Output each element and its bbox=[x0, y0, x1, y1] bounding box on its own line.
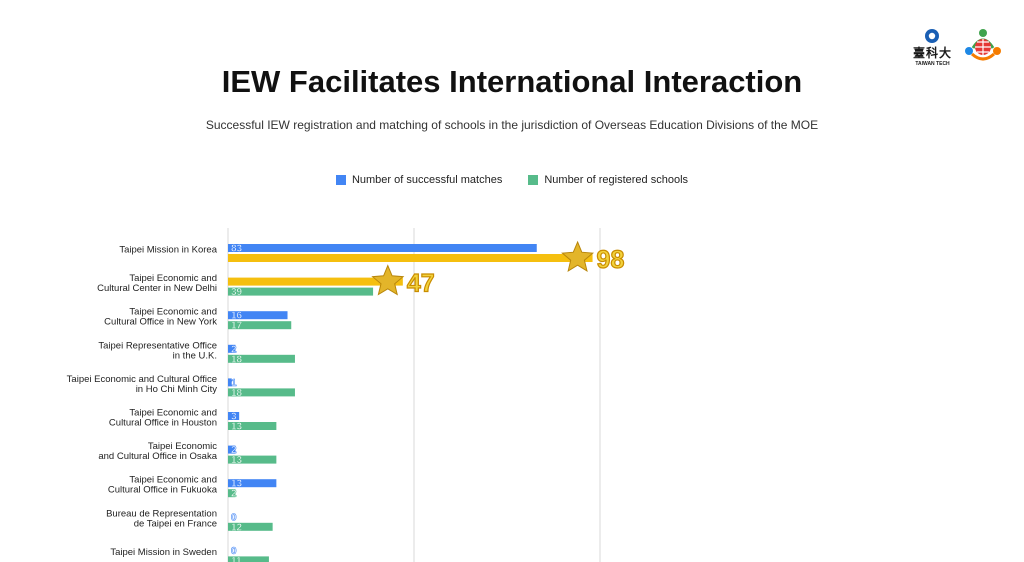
taiwan-tech-logo-subtext: TAIWAN TECH bbox=[915, 61, 950, 67]
category-label-line: and Cultural Office in Osaka bbox=[98, 451, 217, 462]
category-label: Taipei Mission in Sweden bbox=[110, 547, 217, 558]
category-label: Bureau de Representation de Taipei en Fra… bbox=[106, 508, 217, 529]
bar-matches bbox=[228, 412, 240, 420]
legend-swatch-matches bbox=[335, 175, 346, 185]
bar-value-label: 18 bbox=[231, 388, 243, 399]
bar-value-label: 17 bbox=[231, 321, 243, 332]
bar-value-label: 3 bbox=[231, 412, 237, 423]
highlight-star-icon bbox=[561, 240, 595, 272]
bar-registered bbox=[228, 354, 295, 363]
chart-title: IEW Facilitates International Interactio… bbox=[221, 64, 803, 99]
category-label-line: in Ho Chi Minh City bbox=[136, 384, 218, 395]
bar-value-label: 39 bbox=[231, 287, 243, 298]
category-label-line: in the U.K. bbox=[173, 350, 217, 361]
category-label-line: Cultural Office in Fukuoka bbox=[108, 485, 218, 496]
bar-registered bbox=[228, 422, 277, 430]
category-label-line: Taipei Economic and bbox=[129, 475, 217, 486]
bar-value-label: 2 bbox=[231, 445, 237, 456]
bar-registered bbox=[228, 489, 236, 498]
bar-value-label: 2 bbox=[231, 489, 237, 500]
bar-value-label: 11 bbox=[231, 556, 242, 562]
bar-registered bbox=[228, 455, 277, 464]
category-label: Taipei Economic and Cultural Office in Fu… bbox=[108, 475, 218, 496]
highlight-value-label: 47 bbox=[407, 270, 435, 298]
category-label-line: Taipei Economic and Cultural Office bbox=[67, 374, 217, 385]
highlight-star-icon bbox=[371, 264, 405, 296]
legend-label-matches: Number of successful matches bbox=[351, 174, 503, 186]
category-label-line: Taipei Representative Office bbox=[98, 340, 217, 351]
category-label: Taipei Mission in Korea bbox=[119, 245, 217, 256]
bar-value-label: 16 bbox=[231, 311, 243, 322]
category-label: Taipei Economic and Cultural Office in Ho… bbox=[67, 374, 218, 395]
bar-registered bbox=[228, 287, 374, 296]
bar-value-label: 13 bbox=[231, 455, 243, 466]
legend-swatch-registered bbox=[528, 175, 539, 185]
category-label-line: de Taipei en France bbox=[134, 518, 217, 529]
bar-matches bbox=[228, 277, 403, 286]
category-label-line: Cultural Office in New York bbox=[104, 317, 217, 328]
bar-registered bbox=[228, 556, 269, 562]
category-label-line: Taipei Mission in Sweden bbox=[110, 547, 217, 558]
bar-registered bbox=[228, 388, 295, 397]
bar-value-label: 2 bbox=[231, 344, 237, 355]
category-label: Taipei Economic and Cultural Office in Os… bbox=[98, 441, 217, 462]
bar-value-label: 0 bbox=[231, 512, 237, 523]
highlight-value-label: 98 bbox=[597, 246, 625, 274]
chart-legend: Number of successful matches Number of r… bbox=[0, 174, 1024, 186]
bar-registered bbox=[228, 321, 292, 330]
bar-registered bbox=[228, 254, 593, 262]
iew-logo-icon bbox=[965, 29, 1001, 61]
category-label-line: Bureau de Representation bbox=[106, 508, 217, 519]
bar-matches bbox=[228, 378, 232, 387]
bar-registered bbox=[228, 522, 273, 531]
category-label-line: Taipei Economic and bbox=[129, 408, 217, 419]
logos: 臺科大 TAIWAN TECH bbox=[913, 28, 1002, 67]
taiwan-tech-emblem-icon bbox=[925, 29, 940, 43]
legend-item-registered: Number of registered schools bbox=[528, 174, 688, 186]
bar-value-label: 13 bbox=[231, 479, 243, 490]
category-label: Taipei Economic and Cultural Office in Ho… bbox=[109, 408, 217, 429]
bar-matches bbox=[228, 244, 537, 252]
category-label-line: Taipei Economic bbox=[148, 441, 217, 452]
category-label-line: Cultural Center in New Delhi bbox=[97, 283, 217, 294]
bar-value-label: 1 bbox=[231, 378, 237, 389]
bar-matches bbox=[228, 445, 236, 454]
bar-value-label: 12 bbox=[231, 522, 243, 533]
bar-value-label: 18 bbox=[231, 354, 243, 365]
category-label: Taipei Economic and Cultural Office in Ne… bbox=[104, 307, 217, 328]
taiwan-tech-logo: 臺科大 TAIWAN TECH bbox=[913, 28, 952, 67]
category-label-line: Taipei Mission in Korea bbox=[119, 245, 217, 256]
bar-matches bbox=[228, 479, 277, 488]
category-label: Taipei Representative Office in the U.K. bbox=[98, 340, 217, 361]
category-label: Taipei Economic and Cultural Center in Ne… bbox=[97, 273, 217, 294]
bar-value-label: 13 bbox=[231, 422, 243, 433]
legend-item-matches: Number of successful matches bbox=[335, 174, 503, 186]
bar-matches bbox=[228, 344, 236, 353]
taiwan-tech-logo-text: 臺科大 bbox=[912, 46, 952, 60]
bar-value-label: 0 bbox=[231, 546, 237, 557]
category-label-line: Cultural Office in Houston bbox=[109, 418, 217, 429]
category-label-line: Taipei Economic and bbox=[129, 273, 217, 284]
bar-value-label: 83 bbox=[231, 244, 243, 255]
chart-subtitle: Successful IEW registration and matching… bbox=[205, 118, 819, 132]
legend-label-registered: Number of registered schools bbox=[544, 174, 689, 186]
category-label-line: Taipei Economic and bbox=[129, 307, 217, 318]
bar-matches bbox=[228, 311, 288, 320]
